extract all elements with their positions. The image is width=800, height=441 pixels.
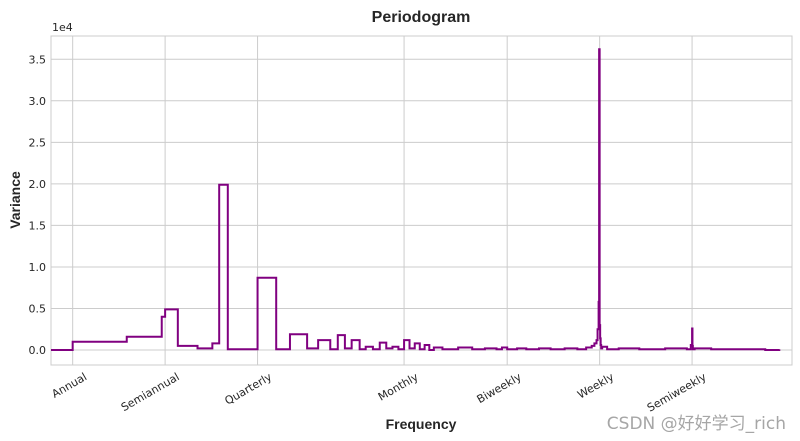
x-tick-label: Biweekly [475,370,524,406]
x-tick-label: Quarterly [222,370,274,408]
plot-frame [50,35,793,366]
chart-title: Periodogram [372,9,471,26]
x-tick-label: Semiweekly [645,370,709,414]
x-tick-label: Annual [50,370,90,400]
y-tick-label: 0.0 [29,344,47,357]
y-tick-labels: 0.0 0.5 1.0 1.5 2.0 2.5 3.0 3.5 [29,53,47,357]
x-tick-label: Semiannual [119,370,182,414]
y-tick-label: 3.0 [29,95,47,108]
y-tick-label: 3.5 [29,53,47,66]
y-tick-label: 1.5 [29,219,47,232]
x-tick-labels: Annual Semiannual Quarterly Monthly Biweekly… [50,370,709,415]
watermark-text: CSDN @好好学习_rich [607,414,786,434]
plot-background [51,36,792,365]
y-tick-label: 1.0 [29,261,47,274]
y-axis-label: Variance [7,171,23,229]
x-tick-label: Weekly [575,370,616,401]
plot-border [50,35,793,366]
y-offset-label: 1e4 [52,21,73,34]
y-tick-label: 2.0 [29,178,47,191]
x-axis-label: Frequency [386,416,457,432]
y-tick-label: 2.5 [29,136,47,149]
x-tick-label: Monthly [376,370,421,404]
series-layer [51,48,781,352]
y-tick-label: 0.5 [29,303,47,316]
periodogram-line [51,48,781,352]
